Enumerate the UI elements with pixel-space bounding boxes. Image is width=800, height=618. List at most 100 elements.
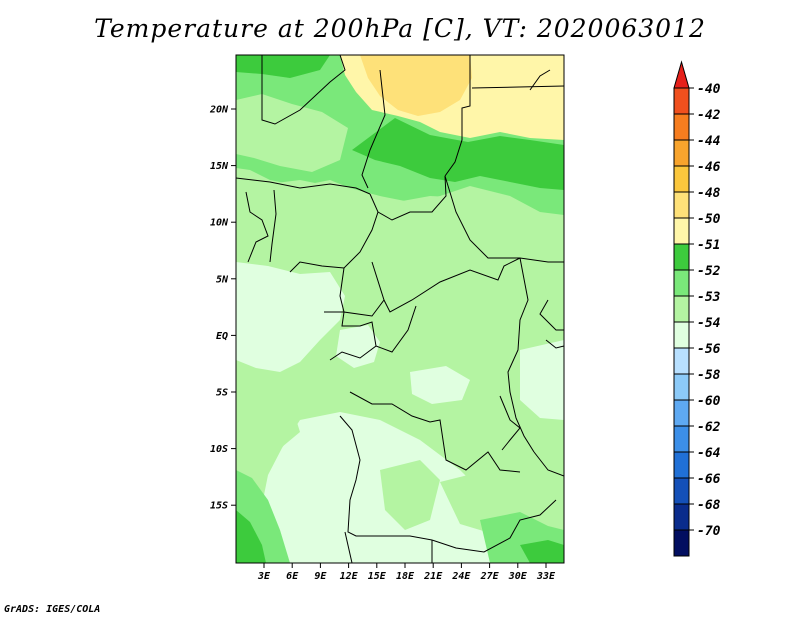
border-zambia	[431, 499, 557, 553]
legend-label: -66	[697, 472, 721, 487]
legend-swatch	[673, 191, 690, 219]
field-pale-east	[520, 340, 564, 420]
legend-label: -51	[697, 238, 720, 253]
legend-swatch	[673, 451, 690, 479]
legend-label: -46	[697, 160, 721, 175]
lat-tick-label: 10N	[210, 218, 229, 229]
legend-label: -54	[697, 316, 721, 331]
legend-swatch	[673, 269, 690, 297]
legend-swatch	[673, 503, 690, 531]
legend-swatch	[673, 60, 690, 89]
legend-swatch	[673, 477, 690, 505]
legend-swatch	[673, 295, 690, 323]
legend-label: -60	[697, 394, 721, 409]
field-dark-southeast	[520, 540, 564, 563]
temperature-fill	[236, 55, 564, 563]
border-west-1	[245, 191, 269, 263]
border-redsea	[529, 69, 551, 91]
field-dark-west	[236, 55, 330, 78]
lat-tick-label: 15N	[210, 161, 229, 172]
border-sahel-1	[236, 177, 371, 195]
map-title: Temperature at 200hPa [C], VT: 202006301…	[94, 14, 706, 43]
border-chad	[377, 175, 447, 221]
legend-swatch	[673, 529, 690, 557]
legend-swatch	[673, 139, 690, 167]
legend-swatch	[673, 113, 690, 141]
legend-swatch	[673, 321, 690, 349]
border-namibia	[344, 531, 353, 563]
lon-tick-label: 18E	[396, 571, 415, 582]
border-angola	[339, 415, 433, 541]
field-light-southwest	[236, 380, 300, 478]
grads-credit: GrADS: IGES/COLA	[4, 604, 101, 615]
lon-tick-label: 33E	[536, 571, 556, 582]
lon-tick-label: 3E	[257, 571, 271, 582]
legend-swatch	[673, 399, 690, 427]
color-legend: -40 -42 -44 -46 -48 -50 -51 -52 -53 -54 -56 -58 -60 -…	[673, 60, 721, 557]
legend-label: -44	[697, 134, 721, 149]
lon-tick-label: 15E	[368, 571, 387, 582]
lat-tick-label: EQ	[216, 331, 228, 342]
legend-label: -62	[697, 420, 721, 435]
border-tanzania	[533, 451, 564, 477]
border-west-2	[269, 189, 277, 263]
field-pale-west	[236, 262, 345, 372]
legend-label: -52	[697, 264, 721, 279]
lat-tick-label: 10S	[210, 444, 228, 455]
border-east-coast	[539, 299, 564, 331]
legend-label: -70	[697, 524, 721, 539]
lon-tick-label: 9E	[314, 571, 327, 582]
border-sudan	[444, 175, 564, 263]
border-kenya	[545, 339, 564, 349]
legend-label: -40	[697, 82, 721, 97]
latitude-axis: 20N 15N 10N 5N EQ 5S 10S 15S	[209, 105, 236, 512]
legend-label: -58	[697, 368, 721, 383]
lat-tick-label: 5N	[216, 274, 229, 285]
legend-swatch	[673, 87, 690, 115]
border-drc-south	[349, 391, 521, 473]
lon-tick-label: 27E	[480, 571, 500, 582]
border-north-2	[361, 69, 386, 189]
field-deepyellow	[360, 55, 472, 116]
lon-tick-label: 30E	[508, 571, 528, 582]
legend-label: -64	[697, 446, 721, 461]
border-car	[371, 257, 521, 313]
border-drc-east	[507, 257, 535, 453]
border-lakes	[499, 395, 521, 451]
field-pale-central	[336, 325, 380, 368]
lon-tick-label: 24E	[451, 571, 471, 582]
legend-swatch	[673, 425, 690, 453]
border-north-3	[444, 55, 471, 177]
field-light-patch2	[248, 180, 378, 262]
legend-label: -56	[697, 342, 721, 357]
border-north-4	[471, 85, 564, 89]
legend-label: -42	[697, 108, 721, 123]
border-congo	[375, 305, 417, 353]
lat-tick-label: 15S	[210, 501, 228, 512]
longitude-axis: 3E 6E 9E 12E 15E 18E 21E 24E 27E 30E 33E	[257, 563, 556, 582]
legend-swatch	[673, 217, 690, 245]
legend-label: -50	[697, 212, 721, 227]
border-gabon	[324, 311, 377, 361]
lon-tick-label: 21E	[423, 571, 443, 582]
country-borders	[236, 55, 564, 563]
legend-swatch	[673, 347, 690, 375]
field-light-patch3	[380, 196, 564, 290]
border-nigeria	[289, 193, 379, 273]
field-dark-southwest	[236, 510, 266, 563]
border-north-1	[261, 55, 346, 125]
field-pale-center2	[410, 366, 470, 404]
legend-label: -68	[697, 498, 721, 513]
legend-swatch	[673, 243, 690, 271]
lon-tick-label: 12E	[340, 571, 359, 582]
field-light-south1	[380, 460, 440, 530]
legend-swatch	[673, 165, 690, 193]
legend-label: -48	[697, 186, 721, 201]
lat-tick-label: 5S	[216, 388, 228, 399]
legend-swatch	[673, 373, 690, 401]
legend-label: -53	[697, 290, 721, 305]
lat-tick-label: 20N	[209, 105, 229, 116]
map-frame	[235, 54, 565, 564]
lon-tick-label: 6E	[286, 571, 299, 582]
